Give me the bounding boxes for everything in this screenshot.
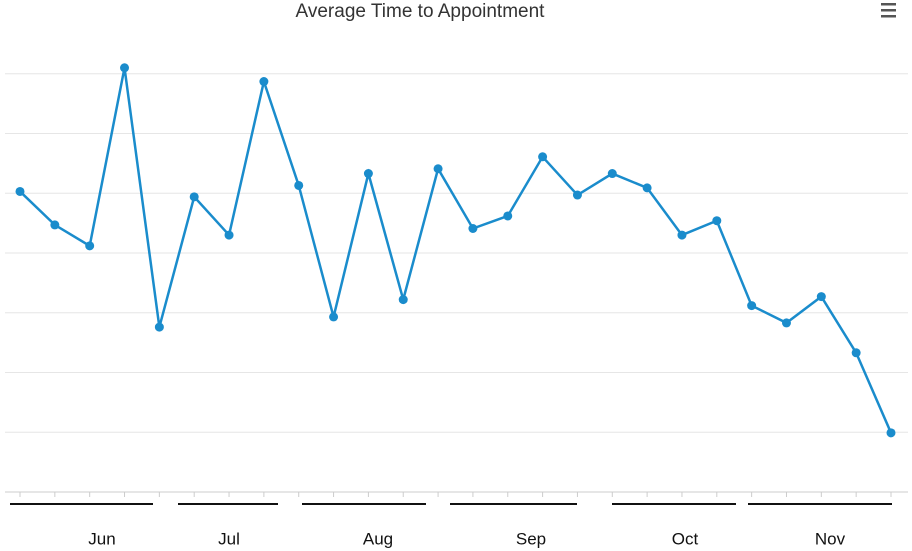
point [677, 230, 687, 240]
point [50, 220, 60, 230]
month-label: Jun [88, 529, 115, 548]
point [642, 183, 652, 193]
chart-title: Average Time to Appointment [296, 1, 546, 22]
menu-button[interactable] [878, 0, 900, 22]
point [15, 186, 25, 196]
point [224, 230, 234, 240]
point [398, 295, 408, 305]
month-label: Sep [516, 529, 546, 548]
month-label: Aug [363, 529, 393, 548]
point [120, 63, 130, 73]
point [851, 348, 861, 358]
point [259, 77, 269, 87]
menu-bar [881, 9, 896, 12]
point [886, 428, 896, 438]
point [433, 164, 443, 174]
point [189, 192, 199, 202]
menu-bar [881, 3, 896, 6]
month-label: Nov [815, 529, 846, 548]
point [712, 216, 722, 226]
point [816, 292, 826, 302]
point [503, 211, 513, 221]
point [538, 152, 548, 162]
month-label: Jul [218, 529, 240, 548]
point [363, 169, 373, 179]
point [294, 180, 304, 190]
point [747, 301, 757, 311]
series-line [19, 67, 893, 434]
point [781, 318, 791, 328]
point [329, 312, 339, 322]
menu-bar [881, 15, 896, 18]
point [572, 190, 582, 200]
point [468, 224, 478, 234]
point [85, 241, 95, 251]
point [607, 169, 617, 179]
month-label: Oct [672, 529, 699, 548]
point [154, 322, 164, 332]
